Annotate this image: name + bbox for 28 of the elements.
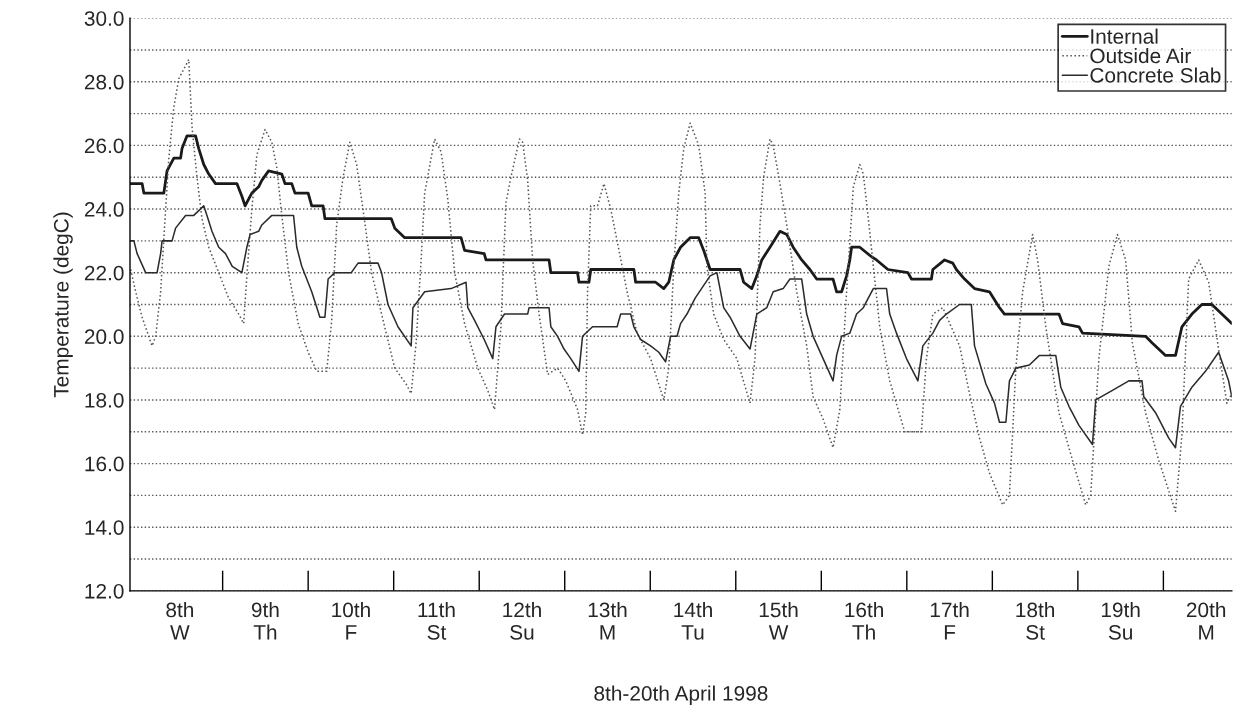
y-tick-label: 16.0	[85, 456, 124, 472]
y-tick-label: 22.0	[84, 265, 124, 281]
x-tick-label: 8th W	[166, 601, 194, 640]
x-tick-label: 18th St	[1016, 601, 1055, 640]
y-tick-label: 12.0	[85, 583, 124, 599]
x-tick-label: 17th F	[930, 601, 969, 640]
x-tick-label: 10th F	[332, 601, 370, 640]
x-tick-label: 20th M	[1186, 601, 1226, 640]
x-tick-label: 19th Su	[1101, 601, 1140, 640]
y-tick-label: 20.0	[84, 329, 124, 345]
x-tick-label: 13th M	[588, 601, 627, 640]
y-tick-label: 26.0	[84, 138, 124, 154]
y-tick-label: 18.0	[85, 392, 124, 408]
x-axis-title: 8th-20th April 1998	[594, 685, 768, 705]
x-tick-label: 15th W	[759, 601, 798, 640]
y-axis-title: Temperature (degC)	[53, 212, 73, 398]
x-tick-label: 9th Th	[251, 601, 279, 640]
y-tick-label: 28.0	[84, 74, 124, 90]
y-tick-label: 30.0	[84, 11, 124, 26]
x-tick-label: 12th Su	[503, 601, 541, 640]
y-tick-label: 14.0	[85, 520, 124, 535]
x-tick-label: 11th St	[418, 601, 455, 640]
y-tick-label: 24.0	[84, 202, 124, 217]
legend-label: Concrete Slab	[1090, 67, 1221, 83]
x-tick-label: 14th Tu	[674, 601, 712, 640]
legend-label: Outside Air	[1090, 47, 1191, 64]
x-tick-label: 16th Th	[845, 601, 883, 640]
legend-label: Internal	[1091, 28, 1158, 44]
